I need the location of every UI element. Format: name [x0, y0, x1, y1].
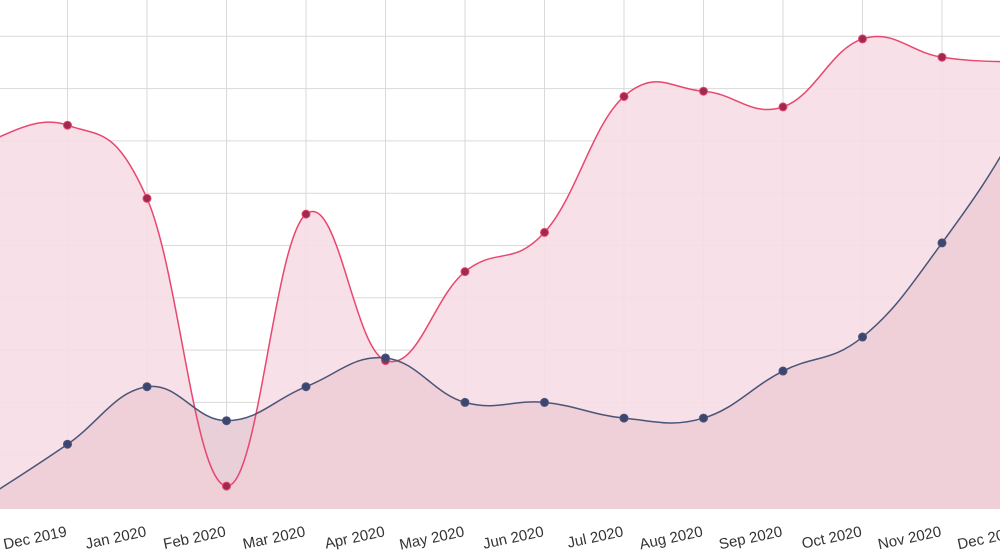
series-1-point[interactable]	[778, 102, 788, 112]
series-1-point[interactable]	[619, 91, 629, 101]
series-2-point[interactable]	[63, 439, 72, 449]
series-2-point[interactable]	[222, 416, 231, 426]
series-1-area	[0, 36, 1000, 509]
chart-areas	[0, 36, 1000, 509]
series-1-point[interactable]	[222, 481, 231, 491]
x-axis-tick-labels: Dec 2019 Jan 2020 Feb 2020 Mar 2020 Apr 2020…	[2, 523, 1000, 553]
x-tick-label: Mar 2020	[241, 523, 307, 553]
series-1-point[interactable]	[699, 86, 708, 96]
series-2-point[interactable]	[460, 397, 470, 407]
x-tick-label: Apr 2020	[323, 523, 386, 552]
series-2-point[interactable]	[381, 353, 390, 363]
series-1-point[interactable]	[142, 193, 152, 203]
series-1-point[interactable]	[937, 52, 947, 62]
x-tick-label: Jul 2020	[566, 523, 625, 551]
x-tick-label: Nov 2020	[876, 523, 942, 553]
x-tick-label: Jun 2020	[481, 523, 545, 552]
series-1-point[interactable]	[460, 267, 470, 277]
series-2-point[interactable]	[301, 382, 311, 392]
x-tick-label: Sep 2020	[717, 523, 783, 553]
series-1-point[interactable]	[540, 227, 549, 237]
x-tick-label: Feb 2020	[162, 523, 228, 553]
series-1-point[interactable]	[301, 209, 311, 219]
x-tick-label: Jan 2020	[84, 523, 148, 552]
series-2-point[interactable]	[699, 413, 708, 423]
series-2-point[interactable]	[937, 238, 947, 248]
series-1-point[interactable]	[858, 34, 867, 44]
series-2-point[interactable]	[142, 382, 152, 392]
series-1-point[interactable]	[63, 120, 72, 130]
x-tick-label: Oct 2020	[800, 523, 863, 552]
x-tick-label: Aug 2020	[638, 523, 704, 553]
x-tick-label: Dec 2020	[956, 523, 1000, 553]
series-2-point[interactable]	[778, 366, 788, 376]
x-tick-label: May 2020	[398, 523, 466, 553]
series-2-point[interactable]	[858, 332, 867, 342]
series-2-point[interactable]	[619, 413, 629, 423]
series-2-area	[0, 157, 1000, 509]
chart-points	[63, 34, 947, 491]
x-tick-label: Dec 2019	[2, 523, 68, 553]
series-2-point[interactable]	[540, 397, 549, 407]
